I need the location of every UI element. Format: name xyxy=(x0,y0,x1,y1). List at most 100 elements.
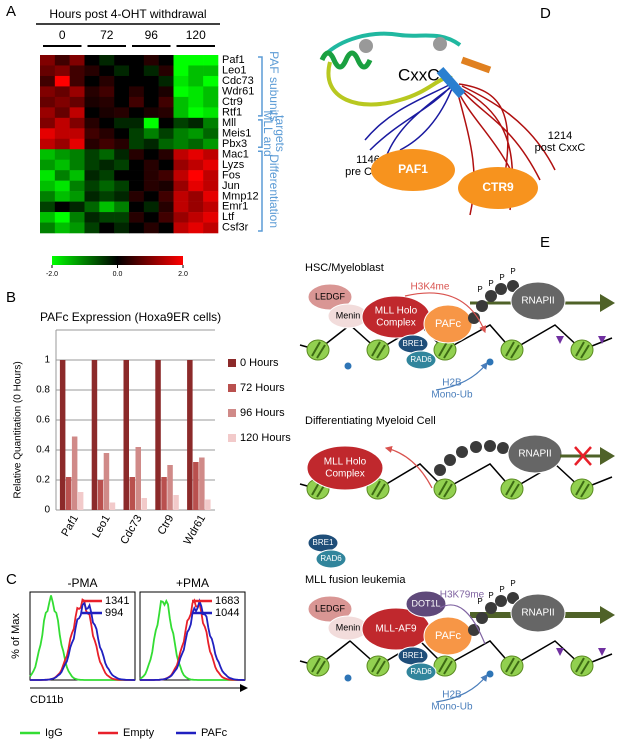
nucleosome-stripe xyxy=(371,341,386,359)
heatmap-cell xyxy=(158,96,174,108)
heatmap-cell xyxy=(188,107,204,119)
heatmap-cell xyxy=(203,107,219,119)
heatmap-cell xyxy=(143,191,159,202)
heatmap-cell xyxy=(40,96,56,108)
heatmap-cell xyxy=(173,159,189,171)
ub-mark xyxy=(344,674,352,682)
heatmap-cell xyxy=(173,55,189,66)
bar xyxy=(161,477,167,510)
heatmap-cell xyxy=(84,180,100,192)
heatmap-cell xyxy=(84,149,100,161)
heatmap-cell xyxy=(69,170,85,181)
heatmap-cell xyxy=(54,170,70,181)
heatmap-cell xyxy=(40,170,56,181)
label: Hours post 4-OHT withdrawal xyxy=(49,7,206,21)
heatmap-cell xyxy=(143,149,159,161)
nucleosome-stripe xyxy=(438,480,453,498)
label: 0.2 xyxy=(36,475,50,486)
label: Ltf xyxy=(222,211,235,223)
heatmap-cell xyxy=(188,149,204,161)
heatmap-cell xyxy=(54,159,70,171)
bracket xyxy=(258,119,263,148)
label: Complex xyxy=(325,469,364,480)
ctd-bead xyxy=(444,454,456,466)
heatmap-cell xyxy=(114,138,130,150)
heatmap-cell xyxy=(99,117,115,129)
heatmap-cell xyxy=(99,149,115,161)
heatmap-cell xyxy=(188,117,204,129)
label: 0.6 xyxy=(36,415,50,426)
bar xyxy=(205,499,211,510)
label: Ctr9 xyxy=(156,513,177,537)
nucleosome-stripe xyxy=(311,341,326,359)
heatmap-cell xyxy=(173,212,189,223)
label: 1044 xyxy=(215,607,239,619)
heatmap-cell xyxy=(203,212,219,223)
bar xyxy=(187,360,193,510)
heatmap-cell xyxy=(54,191,70,202)
heatmap-cell xyxy=(203,86,219,98)
heatmap-cell xyxy=(99,180,115,192)
panel-label: D xyxy=(540,5,551,22)
label: Relative Quantitation (0 Hours) xyxy=(13,361,24,498)
heatmap-cell xyxy=(158,159,174,171)
heatmap-cell xyxy=(99,96,115,108)
heatmap-cell xyxy=(143,65,159,77)
heatmap-cell xyxy=(69,75,85,87)
heatmap-cell xyxy=(99,222,115,234)
heatmap-cell xyxy=(69,201,85,213)
bar xyxy=(77,492,84,510)
heatmap-cell xyxy=(203,96,219,108)
protein-label: CTR9 xyxy=(482,180,514,194)
label: Menin xyxy=(336,310,361,320)
heatmap-cell xyxy=(54,86,70,98)
heatmap-cell xyxy=(143,55,159,66)
heatmap-cell xyxy=(173,222,189,234)
heatmap-cell xyxy=(188,86,204,98)
label: P xyxy=(488,279,493,288)
heatmap-cell xyxy=(143,201,159,213)
heatmap-cell xyxy=(54,75,70,87)
heatmap-cell xyxy=(84,159,100,171)
heatmap-cell xyxy=(188,128,204,140)
heatmap-cell xyxy=(40,222,56,234)
heatmap-cell xyxy=(84,75,100,87)
label: 0.8 xyxy=(36,385,50,396)
label: Mono-Ub xyxy=(431,390,473,401)
heatmap-cell xyxy=(69,117,85,129)
heatmap-cell xyxy=(158,222,174,234)
bracket xyxy=(258,150,263,232)
heatmap-cell xyxy=(99,212,115,223)
heatmap-cell xyxy=(84,128,100,140)
ctd-bead xyxy=(497,442,509,454)
heatmap-cell xyxy=(158,107,174,119)
heatmap-cell xyxy=(114,65,130,77)
label: PAF subunits xyxy=(267,51,281,121)
heatmap-cell xyxy=(173,180,189,192)
heatmap-cell xyxy=(99,107,115,119)
arrow-head xyxy=(600,606,615,624)
heatmap-cell xyxy=(54,65,70,77)
heatmap-cell xyxy=(114,149,130,161)
heatmap-cell xyxy=(158,75,174,87)
nucleosome-stripe xyxy=(575,480,590,498)
methyl-mark xyxy=(556,336,564,344)
heatmap-cell xyxy=(188,222,204,234)
label: P xyxy=(477,285,482,294)
label: Mmp12 xyxy=(222,190,259,202)
heatmap-cell xyxy=(143,222,159,234)
ctd-bead xyxy=(434,464,446,476)
heatmap-cell xyxy=(188,191,204,202)
heatmap-cell xyxy=(99,75,115,87)
heatmap-cell xyxy=(158,117,174,129)
label: P xyxy=(510,579,515,588)
label: LEDGF xyxy=(315,603,346,613)
ctd-bead xyxy=(484,440,496,452)
heatmap-cell xyxy=(99,55,115,66)
ctd-bead xyxy=(485,602,497,614)
heatmap-cell xyxy=(158,201,174,213)
heatmap-cell xyxy=(54,107,70,119)
ub-mark xyxy=(344,362,352,370)
label: 1 xyxy=(44,355,50,366)
